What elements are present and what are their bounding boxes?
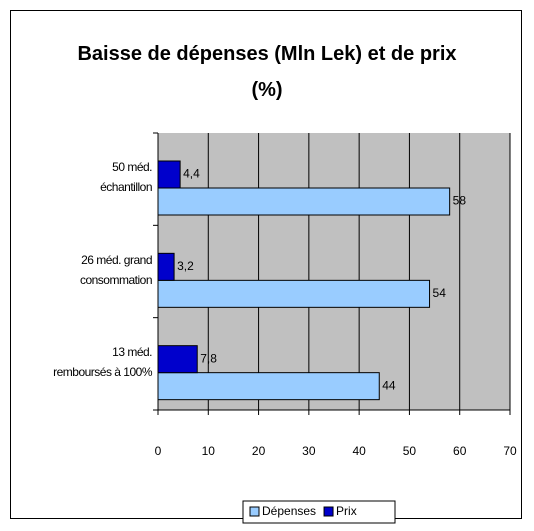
data-label: 58 bbox=[453, 194, 467, 208]
data-label: 3,2 bbox=[177, 259, 194, 273]
x-tick-label: 30 bbox=[302, 444, 316, 458]
legend-label: Dépenses bbox=[262, 504, 316, 518]
legend-label: Prix bbox=[336, 504, 357, 518]
bar bbox=[157, 160, 181, 189]
bar bbox=[157, 345, 198, 374]
legend-swatch bbox=[249, 506, 260, 517]
y-tick-label: 26 méd. grand consommation bbox=[79, 252, 153, 287]
bar bbox=[157, 279, 431, 308]
x-tick-label: 50 bbox=[403, 444, 417, 458]
y-tick-label: 50 méd. échantillon bbox=[100, 160, 152, 195]
data-label: 54 bbox=[433, 286, 447, 300]
data-label: 7,8 bbox=[200, 351, 217, 365]
y-tick-label: 13 méd. remboursés à 100% bbox=[53, 344, 152, 379]
chart-title: Baisse de dépenses (Mln Lek) et de prix … bbox=[77, 43, 457, 101]
x-tick-label: 10 bbox=[202, 444, 216, 458]
bar bbox=[157, 372, 380, 401]
x-tick-label: 60 bbox=[453, 444, 467, 458]
bar bbox=[157, 252, 175, 281]
legend: Dépenses Prix bbox=[242, 500, 396, 524]
x-tick-label: 20 bbox=[252, 444, 266, 458]
legend-swatch bbox=[323, 506, 334, 517]
plot-area bbox=[158, 133, 510, 410]
x-tick-label: 40 bbox=[352, 444, 366, 458]
x-tick-label: 0 bbox=[155, 444, 162, 458]
data-label: 4,4 bbox=[183, 167, 200, 181]
x-tick-label: 70 bbox=[503, 444, 517, 458]
bar bbox=[157, 187, 451, 216]
data-label: 44 bbox=[382, 378, 396, 392]
legend-box bbox=[242, 500, 396, 524]
